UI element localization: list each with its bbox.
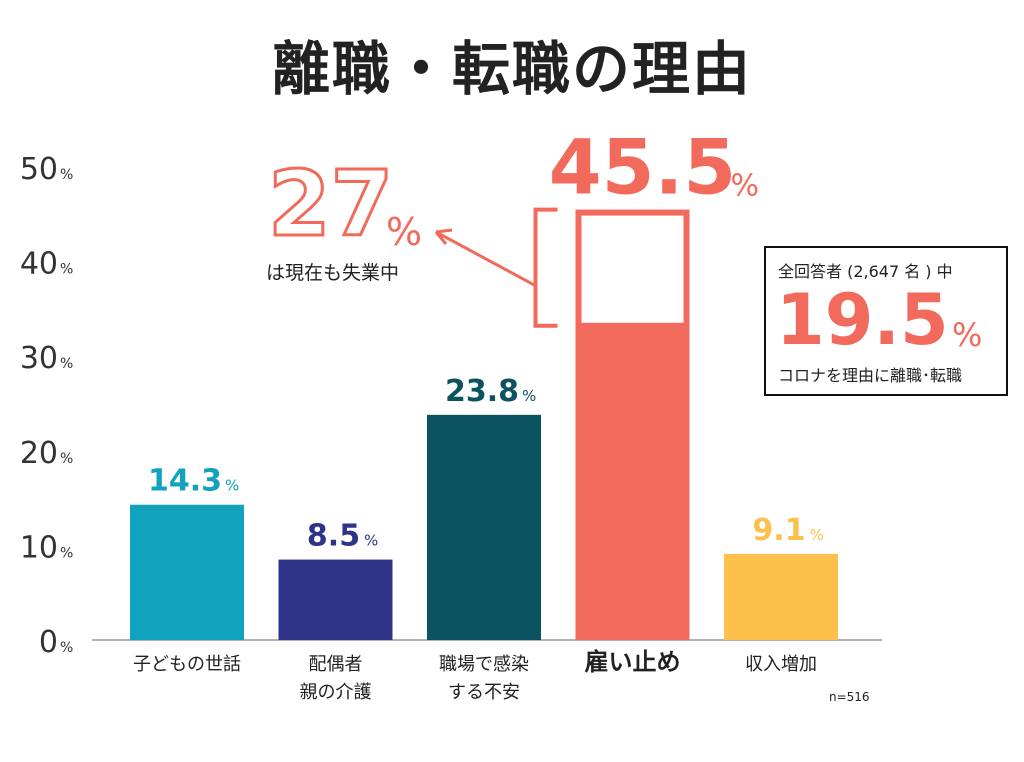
category-label: 配偶者: [309, 654, 363, 675]
bar-value-label: 23.8: [445, 374, 519, 409]
bar: [575, 325, 690, 640]
category-label: 職場で感染: [439, 654, 529, 675]
bar-value-unit: %: [731, 169, 760, 204]
category-label: する不安: [448, 682, 520, 703]
unemployed-share-caption: は現在も失業中: [266, 262, 400, 284]
y-tick-unit: %: [60, 262, 73, 278]
y-tick-label: 40: [20, 247, 58, 282]
y-tick-unit: %: [60, 167, 73, 183]
summary-box: 全回答者 (2,647 名 ) 中 19.5 % コロナを理由に離職･転職: [764, 246, 1008, 396]
y-tick-unit: %: [60, 356, 73, 372]
summary-box-unit: %: [952, 316, 983, 354]
category-label: 収入増加: [745, 654, 817, 675]
subset-arrowhead: [434, 228, 453, 245]
y-tick-unit: %: [60, 640, 73, 656]
y-tick-label: 10: [20, 530, 58, 565]
bar-value-unit: %: [522, 387, 536, 405]
subset-arrow-line: [435, 230, 537, 287]
bar-value-label: 45.5: [549, 123, 737, 212]
summary-box-value: 19.5: [776, 279, 949, 361]
bar: [130, 504, 244, 640]
y-tick-label: 30: [20, 341, 58, 376]
bar-value-label: 9.1: [752, 513, 805, 548]
bar-value-unit: %: [225, 477, 239, 495]
y-tick-label: 0: [39, 625, 58, 660]
category-label: 親の介護: [300, 682, 372, 703]
summary-box-top-text: 全回答者 (2,647 名 ) 中: [778, 262, 953, 281]
bar: [724, 553, 838, 640]
bar-value-label: 14.3: [148, 464, 222, 499]
y-tick-unit: %: [60, 545, 73, 561]
summary-box-bottom-text: コロナを理由に離職･転職: [778, 366, 963, 385]
unemployed-share-value: 27: [266, 152, 394, 257]
bar-value-label: 8.5: [307, 519, 360, 554]
bar-value-unit: %: [810, 526, 824, 544]
bar-subset-segment: [575, 209, 690, 329]
unemployed-share-unit: %: [386, 210, 423, 254]
y-tick-unit: %: [60, 451, 73, 467]
chart-title: 離職・転職の理由: [271, 35, 752, 103]
sample-size: n=516: [829, 690, 870, 704]
category-label: 子どもの世話: [133, 654, 241, 675]
subset-bracket: [533, 207, 558, 328]
y-tick-label: 20: [20, 436, 58, 471]
y-tick-label: 50: [20, 152, 58, 187]
category-label: 雇い止め: [585, 648, 681, 676]
bar: [278, 559, 393, 640]
bar-value-unit: %: [364, 532, 378, 550]
bar: [427, 414, 541, 640]
